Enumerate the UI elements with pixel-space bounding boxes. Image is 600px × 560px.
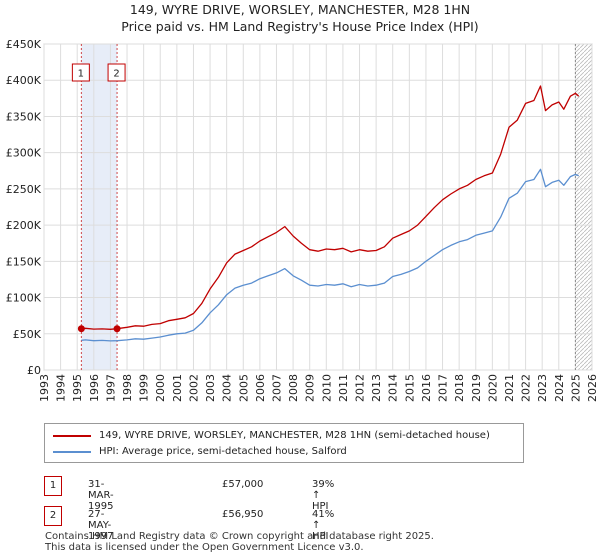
plot-background	[43, 43, 593, 371]
x-tick-label: 2020	[486, 374, 499, 402]
y-tick-label: £250K	[6, 183, 42, 196]
sale-date: 31-MAR-1995	[88, 479, 114, 512]
property-price-line	[81, 85, 580, 330]
y-tick-label: £450K	[6, 38, 42, 51]
footer-line-1: Contains HM Land Registry data © Crown c…	[45, 531, 434, 542]
sale-marker-label: 1	[78, 69, 84, 80]
footer-line-2: This data is licensed under the Open Gov…	[45, 542, 364, 553]
sale-point	[113, 325, 121, 333]
x-tick-label: 2021	[503, 374, 516, 402]
sale-number-badge: 2	[44, 506, 62, 526]
x-tick-label: 2022	[520, 374, 533, 402]
y-tick-label: £200K	[6, 219, 42, 232]
x-tick-label: 2011	[337, 374, 350, 402]
x-tick-label: 2012	[354, 374, 367, 402]
x-tick-label: 1998	[121, 374, 134, 402]
x-tick-label: 2008	[287, 374, 300, 402]
sale-marker-label: 2	[113, 69, 119, 80]
x-tick-label: 2006	[254, 374, 267, 402]
sale-hpi-change: 39% ↑ HPI	[312, 479, 335, 512]
x-tick-label: 1995	[71, 374, 84, 402]
sale-marker-box	[107, 63, 126, 82]
x-tick-label: 1996	[88, 374, 101, 402]
legend-swatch-hpi	[53, 451, 91, 453]
series-lines	[81, 85, 580, 342]
y-tick-label: £0	[27, 364, 41, 377]
x-tick-label: 2025	[569, 374, 582, 402]
x-tick-label: 2001	[171, 374, 184, 402]
x-tick-label: 2005	[237, 374, 250, 402]
y-tick-label: £50K	[13, 328, 42, 341]
x-tick-label: 2023	[536, 374, 549, 402]
gridlines	[43, 43, 593, 371]
x-tick-label: 2009	[304, 374, 317, 402]
x-tick-label: 2013	[370, 374, 383, 402]
sale-number-badge: 1	[44, 476, 62, 496]
sale-price: £57,000	[222, 479, 264, 490]
x-tick-label: 2014	[387, 374, 400, 402]
x-tick-label: 2004	[221, 374, 234, 402]
legend-label-property: 149, WYRE DRIVE, WORSLEY, MANCHESTER, M2…	[99, 430, 490, 441]
sale-marker-box	[71, 63, 90, 82]
x-tick-label: 2000	[154, 374, 167, 402]
x-axis: 1993 1994 1995 1996 1997 1998 1999 2000 2001 2002…	[38, 374, 599, 402]
footer: Contains HM Land Registry data © Crown c…	[45, 531, 434, 553]
y-axis: £0 £50K £100K £150K £200K £250K £300K £350K £400…	[6, 38, 42, 377]
x-tick-label: 2002	[187, 374, 200, 402]
x-tick-label: 1999	[138, 374, 151, 402]
x-tick-label: 2016	[420, 374, 433, 402]
x-tick-label: 2003	[204, 374, 217, 402]
hpi-line	[81, 168, 579, 342]
price-chart: £0 £50K £100K £150K £200K £250K £300K £350K £400…	[6, 38, 599, 402]
sale-price: £56,950	[222, 509, 264, 520]
y-tick-label: £150K	[6, 255, 42, 268]
y-tick-label: £400K	[6, 74, 42, 87]
future-hatch	[575, 44, 592, 370]
sale-period-shading	[81, 44, 118, 370]
x-tick-label: 2019	[470, 374, 483, 402]
x-tick-label: 2018	[453, 374, 466, 402]
legend: 149, WYRE DRIVE, WORSLEY, MANCHESTER, M2…	[44, 423, 524, 463]
y-tick-label: £350K	[6, 110, 42, 123]
x-tick-label: 2024	[553, 374, 566, 402]
x-tick-label: 2015	[403, 374, 416, 402]
title-line-2: Price paid vs. HM Land Registry's House …	[121, 19, 479, 34]
chart-title: 149, WYRE DRIVE, WORSLEY, MANCHESTER, M2…	[0, 1, 600, 35]
x-tick-label: 1997	[104, 374, 117, 402]
legend-swatch-property	[53, 435, 91, 437]
x-tick-label: 2017	[437, 374, 450, 402]
title-line-1: 149, WYRE DRIVE, WORSLEY, MANCHESTER, M2…	[129, 2, 471, 17]
sale-date: 27-MAY-1997	[88, 509, 114, 542]
x-tick-label: 2026	[586, 374, 599, 402]
x-tick-label: 1993	[38, 374, 51, 402]
x-tick-label: 1994	[55, 374, 68, 402]
legend-label-hpi: HPI: Average price, semi-detached house,…	[99, 446, 347, 457]
sale-hpi-change: 41% ↑ HPI	[312, 509, 335, 542]
y-tick-label: £100K	[6, 292, 42, 305]
x-tick-label: 2007	[270, 374, 283, 402]
y-tick-label: £300K	[6, 147, 42, 160]
sale-point	[77, 325, 85, 333]
x-tick-label: 2010	[320, 374, 333, 402]
